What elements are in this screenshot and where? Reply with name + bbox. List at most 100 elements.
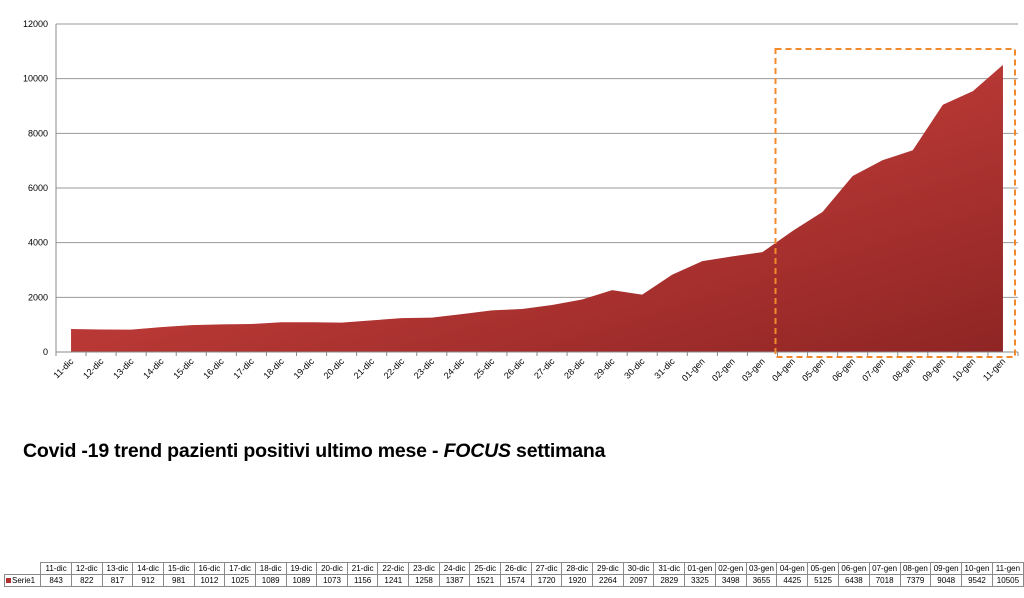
table-cell: 1012 <box>193 574 226 587</box>
x-tick-label: 03-gen <box>740 356 767 383</box>
x-tick-label: 23-dic <box>412 356 437 381</box>
table-cell: 817 <box>101 574 134 587</box>
table-cell: 5125 <box>807 574 839 587</box>
table-cell: 10505 <box>991 574 1024 587</box>
table-cell: 1241 <box>377 574 410 587</box>
x-tick-label: 25-dic <box>472 356 497 381</box>
x-tick-label: 18-dic <box>261 356 286 381</box>
x-tick-label: 16-dic <box>201 356 226 381</box>
table-column-header: 10-gen <box>961 562 993 575</box>
x-tick-label: 06-gen <box>830 356 857 383</box>
table-cell: 843 <box>40 574 72 587</box>
table-column-header: 09-gen <box>930 562 963 575</box>
data-table-header: 11-dic 12-dic 13-dic 14-dic 15-dic 16-dic 17-d… <box>5 562 1024 575</box>
table-column-header: 11-gen <box>991 562 1024 575</box>
series-area <box>71 64 1003 352</box>
table-cell: 1156 <box>346 574 379 587</box>
x-tick-label: 11-gen <box>981 356 1007 382</box>
x-tick-label: 02-gen <box>710 356 737 383</box>
x-tick-label: 05-gen <box>800 356 827 383</box>
table-column-header: 16-dic <box>193 562 226 575</box>
chart-title-part-3: settimana <box>510 440 606 462</box>
table-column-header: 26-dic <box>500 562 532 575</box>
table-column-header: 01-gen <box>684 562 716 575</box>
x-tick-label: 21-dic <box>352 356 377 381</box>
table-column-header: 13-dic <box>101 562 134 575</box>
x-tick-label: 10-gen <box>950 356 977 383</box>
table-column-header: 08-gen <box>899 562 932 575</box>
table-cell: 9048 <box>930 574 963 587</box>
table-column-header: 15-dic <box>162 562 195 575</box>
legend-key-icon <box>6 578 11 584</box>
table-column-header: 27-dic <box>530 562 563 575</box>
table-cell: 4425 <box>776 574 809 587</box>
chart-title: Covid -19 trend pazienti positivi ultimo… <box>23 440 605 463</box>
x-tick-label: 15-dic <box>171 356 196 381</box>
table-cell: 981 <box>162 574 195 587</box>
table-column-header: 04-gen <box>776 562 809 575</box>
area-chart: 0 2000 4000 6000 8000 10000 12000 11-dic 12-dic… <box>23 19 1019 383</box>
table-column-header: 19-dic <box>285 562 318 575</box>
y-tick-label: 4000 <box>28 238 48 248</box>
x-tick-label: 19-dic <box>292 356 317 381</box>
table-cell: 1025 <box>224 574 256 587</box>
table-cell: 7379 <box>899 574 932 587</box>
x-tick-label: 14-dic <box>141 356 166 381</box>
y-tick-label: 6000 <box>28 183 48 193</box>
table-cell: 912 <box>132 574 164 587</box>
x-tick-label: 08-gen <box>890 356 917 383</box>
y-tick-label: 2000 <box>28 292 48 302</box>
x-tick-label: 30-dic <box>622 356 647 381</box>
table-column-header: 25-dic <box>469 562 502 575</box>
table-column-header: 21-dic <box>346 562 379 575</box>
x-tick-label: 11-dic <box>52 356 76 380</box>
table-cell: 822 <box>70 574 103 587</box>
table-column-header: 29-dic <box>592 562 624 575</box>
x-tick-label: 07-gen <box>860 356 887 383</box>
table-column-header: 07-gen <box>868 562 901 575</box>
x-tick-label: 13-dic <box>111 356 136 381</box>
y-tick-label: 0 <box>43 347 48 357</box>
table-cell: 3655 <box>745 574 778 587</box>
x-tick-label: 24-dic <box>442 356 467 381</box>
table-column-header: 05-gen <box>807 562 839 575</box>
table-column-header: 31-dic <box>653 562 686 575</box>
table-cell: 6438 <box>837 574 870 587</box>
table-cell: 3498 <box>714 574 747 587</box>
focus-highlight <box>774 48 1016 358</box>
y-tick-label: 8000 <box>28 128 48 138</box>
table-cell: 1258 <box>408 574 440 587</box>
table-cell: 1920 <box>561 574 594 587</box>
table-column-header: 24-dic <box>438 562 471 575</box>
table-cell: 1574 <box>500 574 532 587</box>
table-column-header: 14-dic <box>132 562 164 575</box>
table-series-name: Serie1 <box>3 574 42 587</box>
axes <box>55 24 1019 356</box>
table-cell: 1720 <box>530 574 563 587</box>
y-tick-label: 12000 <box>23 19 48 29</box>
table-column-header: 18-dic <box>254 562 287 575</box>
chart-title-focus: FOCUS <box>443 440 511 462</box>
x-tick-label: 28-dic <box>562 356 587 381</box>
table-column-header: 11-dic <box>40 562 72 575</box>
table-column-header: 12-dic <box>70 562 103 575</box>
x-tick-label: 04-gen <box>770 356 797 383</box>
table-column-header: 20-dic <box>316 562 348 575</box>
table-column-header: 06-gen <box>837 562 870 575</box>
table-column-header: 30-dic <box>622 562 655 575</box>
x-tick-label: 26-dic <box>502 356 527 381</box>
x-axis-ticks: 11-dic 12-dic 13-dic 14-dic 15-dic 16-dic 17-d… <box>52 356 1008 383</box>
x-tick-label: 12-dic <box>81 356 106 381</box>
x-tick-label: 27-dic <box>532 356 557 381</box>
table-cell: 2829 <box>653 574 686 587</box>
table-cell: 2097 <box>622 574 655 587</box>
table-cell: 7018 <box>868 574 901 587</box>
table-cell: 1387 <box>438 574 471 587</box>
x-tick-label: 31-dic <box>652 356 677 381</box>
chart-title-part-1: Covid -19 trend pazienti positivi ultimo… <box>23 440 444 462</box>
table-column-header: 22-dic <box>377 562 410 575</box>
x-tick-label: 22-dic <box>382 356 407 381</box>
table-cell: 1521 <box>469 574 502 587</box>
x-tick-label: 17-dic <box>231 356 256 381</box>
data-table-row: Serie1 843 822 817 912 981 1012 1025 1089 1089 107… <box>3 574 1024 587</box>
